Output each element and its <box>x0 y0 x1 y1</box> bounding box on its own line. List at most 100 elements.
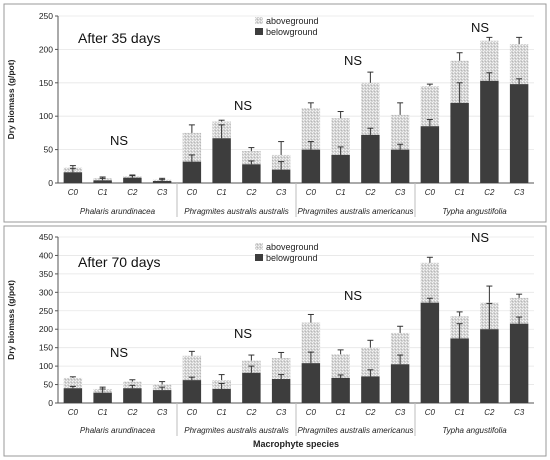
category-label: C2 <box>246 188 257 197</box>
bar-aboveground <box>63 377 83 389</box>
category-label: C1 <box>455 188 465 197</box>
category-label: C0 <box>306 408 317 417</box>
legend-label-aboveground: aboveground <box>266 16 319 26</box>
group-label: Typha angustifolia <box>442 207 507 216</box>
bar-belowground <box>509 323 529 403</box>
bar-aboveground <box>509 44 529 85</box>
bar-belowground <box>63 388 83 403</box>
category-label: C0 <box>187 408 198 417</box>
x-axis-label: Macrophyte species <box>253 439 339 449</box>
bar-belowground <box>361 376 380 403</box>
bar-belowground <box>301 363 321 403</box>
bar-belowground <box>480 80 499 183</box>
bar-aboveground <box>361 347 380 377</box>
significance-annotation: NS <box>110 133 128 148</box>
bar-belowground <box>390 364 410 403</box>
bar-aboveground <box>480 40 499 81</box>
bar-belowground <box>123 177 142 183</box>
legend-label-belowground: belowground <box>266 27 318 37</box>
bar-belowground <box>480 329 499 403</box>
category-label: C3 <box>395 408 406 417</box>
y-tick-label: 300 <box>39 287 53 297</box>
category-label: C1 <box>217 408 227 417</box>
legend-label-belowground: belowground <box>266 253 318 263</box>
category-label: C0 <box>425 188 436 197</box>
bar-aboveground <box>331 118 350 155</box>
significance-annotation: NS <box>234 98 252 113</box>
group-label: Typha angustifolia <box>442 426 507 435</box>
group-label: Phragmites australis australis <box>184 426 288 435</box>
y-axis-label: Dry biomass (g/pot) <box>6 280 16 360</box>
bar-aboveground <box>271 357 291 380</box>
category-label: C1 <box>336 188 346 197</box>
category-label: C1 <box>455 408 465 417</box>
y-tick-label: 250 <box>39 306 53 316</box>
category-label: C2 <box>365 408 376 417</box>
category-label: C2 <box>484 408 495 417</box>
category-label: C3 <box>514 408 525 417</box>
y-axis-label: Dry biomass (g/pot) <box>6 59 16 139</box>
legend-swatch-aboveground <box>255 17 263 24</box>
category-label: C1 <box>217 188 227 197</box>
significance-annotation: NS <box>471 20 489 35</box>
bar-belowground <box>93 180 112 183</box>
bar-belowground <box>361 134 380 183</box>
bar-belowground <box>152 390 172 403</box>
category-label: C0 <box>306 188 317 197</box>
category-label: C3 <box>276 408 287 417</box>
panel-2: 0 50 100 150 200 250 300 350 400 450 Dry biomass (… <box>3 225 547 457</box>
y-tick-label: 200 <box>39 324 53 334</box>
bar-belowground <box>420 302 440 403</box>
y-tick-label: 50 <box>44 145 54 155</box>
bar-belowground <box>212 138 231 183</box>
bar-belowground <box>450 338 469 403</box>
category-label: C0 <box>187 188 198 197</box>
category-label: C0 <box>68 188 79 197</box>
bar-aboveground <box>182 132 202 162</box>
bar-belowground <box>212 388 231 403</box>
category-label: C3 <box>276 188 287 197</box>
category-label: C2 <box>365 188 376 197</box>
bar-belowground <box>242 372 261 403</box>
bar-belowground <box>271 379 291 403</box>
y-tick-label: 350 <box>39 269 53 279</box>
bar-belowground <box>152 180 172 183</box>
y-tick-label: 100 <box>39 361 53 371</box>
bar-aboveground <box>390 114 410 150</box>
category-label: C3 <box>514 188 525 197</box>
significance-annotation: NS <box>344 288 362 303</box>
group-label: Phragmites australis americanus <box>297 207 413 216</box>
y-tick-label: 100 <box>39 111 53 121</box>
bar-belowground <box>242 164 261 183</box>
y-tick-label: 50 <box>44 380 54 390</box>
category-label: C3 <box>157 408 168 417</box>
bar-aboveground <box>420 262 440 303</box>
group-label: Phragmites australis americanus <box>297 426 413 435</box>
y-tick-label: 0 <box>48 178 53 188</box>
bar-belowground <box>182 161 202 183</box>
category-label: C2 <box>127 188 138 197</box>
legend-label-aboveground: aboveground <box>266 242 319 252</box>
category-label: C1 <box>98 188 108 197</box>
group-label: Phragmites australis australis <box>184 207 288 216</box>
significance-annotation: NS <box>344 53 362 68</box>
category-label: C1 <box>336 408 346 417</box>
significance-annotation: NS <box>234 326 252 341</box>
bar-belowground <box>420 126 440 183</box>
bar-aboveground <box>420 86 440 127</box>
bar-aboveground <box>301 108 321 150</box>
significance-annotation: NS <box>471 230 489 245</box>
bar-aboveground <box>301 322 321 364</box>
bar-belowground <box>331 377 350 403</box>
bar-belowground <box>123 388 142 403</box>
y-tick-label: 150 <box>39 343 53 353</box>
panel-title: After 35 days <box>78 30 161 46</box>
y-tick-label: 250 <box>39 11 53 21</box>
bar-belowground <box>93 392 112 403</box>
bar-belowground <box>450 102 469 183</box>
group-label: Phalaris arundinacea <box>80 207 156 216</box>
y-tick-label: 150 <box>39 78 53 88</box>
